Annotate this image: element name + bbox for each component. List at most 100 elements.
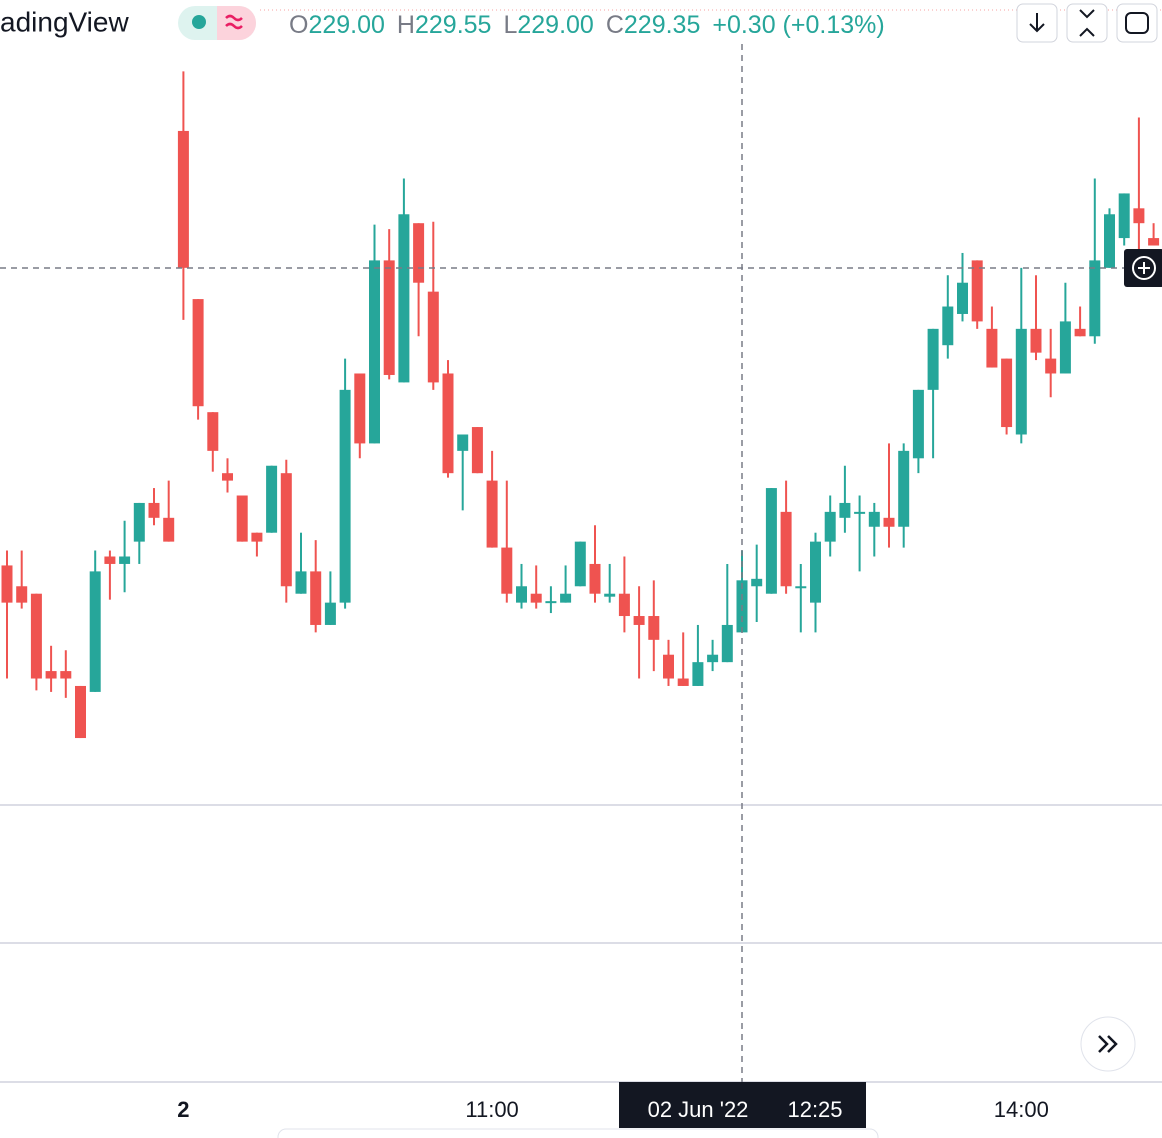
- candle-body: [530, 593, 542, 603]
- candle-body: [119, 556, 131, 564]
- candles: [1, 71, 1160, 739]
- candle-body: [1059, 321, 1071, 374]
- candle-body: [501, 547, 513, 594]
- candle-body: [236, 495, 248, 542]
- crosshair-time: 12:25: [787, 1097, 842, 1122]
- status-pill[interactable]: [178, 6, 256, 40]
- candle-body: [795, 586, 807, 589]
- candle-body: [1030, 328, 1042, 353]
- candle-body: [516, 586, 527, 603]
- scroll-button[interactable]: [1080, 1016, 1136, 1072]
- candle-body: [545, 601, 557, 604]
- market-dot: [192, 15, 206, 29]
- candle-body: [1089, 260, 1101, 337]
- candle-body: [1045, 358, 1057, 374]
- candle-body: [663, 654, 674, 679]
- add-icon[interactable]: [1138, 262, 1150, 274]
- candle-body: [354, 373, 366, 444]
- candle-body: [868, 511, 880, 527]
- candle-body: [1118, 193, 1130, 239]
- pill-right[interactable]: [217, 6, 256, 40]
- candle-body: [324, 602, 336, 625]
- candle-body: [677, 678, 689, 686]
- candle-body: [1104, 214, 1115, 268]
- candle-body: [295, 571, 307, 594]
- candle-body: [574, 541, 586, 587]
- candle-body: [471, 427, 483, 474]
- crosshair-time-label: [619, 1082, 866, 1128]
- candle-body: [398, 214, 410, 383]
- candle-body: [751, 578, 763, 587]
- delay-icon: [225, 14, 243, 30]
- add-icon[interactable]: [1132, 256, 1156, 280]
- candle-body: [310, 571, 322, 625]
- legend-change: +0.30 (+0.13%): [712, 11, 884, 39]
- crosshair-date: 02 Jun '22: [648, 1097, 749, 1122]
- candle-body: [1, 565, 13, 603]
- candle-body: [1001, 358, 1013, 428]
- candle-body: [721, 624, 733, 663]
- candle-body: [442, 373, 454, 474]
- legend-key: O: [289, 11, 308, 39]
- candle-body: [1148, 238, 1160, 246]
- candle-body: [222, 473, 233, 481]
- candle-body: [604, 593, 616, 597]
- candle-body: [163, 517, 175, 542]
- time-tick-label: 11:00: [465, 1097, 518, 1122]
- candle-body: [898, 450, 910, 527]
- symbol: adingView: [0, 6, 129, 37]
- candle-body: [1133, 208, 1145, 224]
- collapse-button[interactable]: [1066, 3, 1108, 43]
- candle-body: [1074, 328, 1086, 337]
- candle-body: [60, 671, 72, 679]
- candle-body: [560, 593, 572, 603]
- candle-body: [912, 389, 924, 459]
- candle-body: [927, 328, 939, 390]
- ohlc-legend: O229.00 H229.55 L229.00 C229.35 +0.30 (+0.13…: [289, 11, 885, 39]
- candle-body: [839, 502, 851, 518]
- legend-key: H: [397, 11, 415, 39]
- candle-body: [16, 586, 28, 603]
- candle-body: [883, 517, 895, 527]
- candle-body: [692, 662, 704, 686]
- legend-key: C: [606, 11, 624, 39]
- add-button[interactable]: [1124, 249, 1162, 287]
- candle-body: [133, 502, 145, 542]
- candle-body: [177, 130, 189, 268]
- legend-value: 229.00: [517, 11, 593, 39]
- legend-text: O229.00 H229.55 L229.00 C229.35 +0.30 (+0.13…: [289, 11, 885, 39]
- candle-body: [75, 685, 86, 739]
- candle-body: [486, 480, 498, 548]
- candle-body: [45, 671, 57, 679]
- candle-body: [266, 465, 278, 533]
- maximize-icon: [1125, 12, 1149, 34]
- candle-body: [810, 541, 821, 603]
- candle-body: [339, 389, 351, 603]
- candle-body: [30, 593, 42, 679]
- candle-body: [427, 291, 439, 383]
- candle-body: [648, 616, 660, 640]
- candle-body: [765, 488, 777, 594]
- candle-body: [251, 532, 263, 542]
- bottom-toolbar: [277, 1128, 879, 1138]
- top-buttons[interactable]: [1016, 3, 1158, 43]
- legend-key: L: [503, 11, 517, 39]
- candle-body: [383, 260, 395, 375]
- time-tick-label: 2: [177, 1097, 189, 1122]
- legend-value: 229.00: [308, 11, 384, 39]
- candle-body: [280, 473, 292, 587]
- candle-body: [148, 502, 160, 518]
- candle-body: [633, 616, 645, 625]
- candle-body: [192, 299, 204, 407]
- candle-body: [89, 571, 101, 692]
- candle-body: [104, 556, 116, 564]
- candle-body: [780, 511, 792, 587]
- candle-body: [707, 654, 719, 663]
- time-tick-label: 14:00: [994, 1097, 1049, 1122]
- candle-body: [824, 511, 836, 542]
- legend-value: 229.55: [415, 11, 491, 39]
- maximize-button[interactable]: [1116, 3, 1158, 43]
- candle-body: [369, 260, 380, 444]
